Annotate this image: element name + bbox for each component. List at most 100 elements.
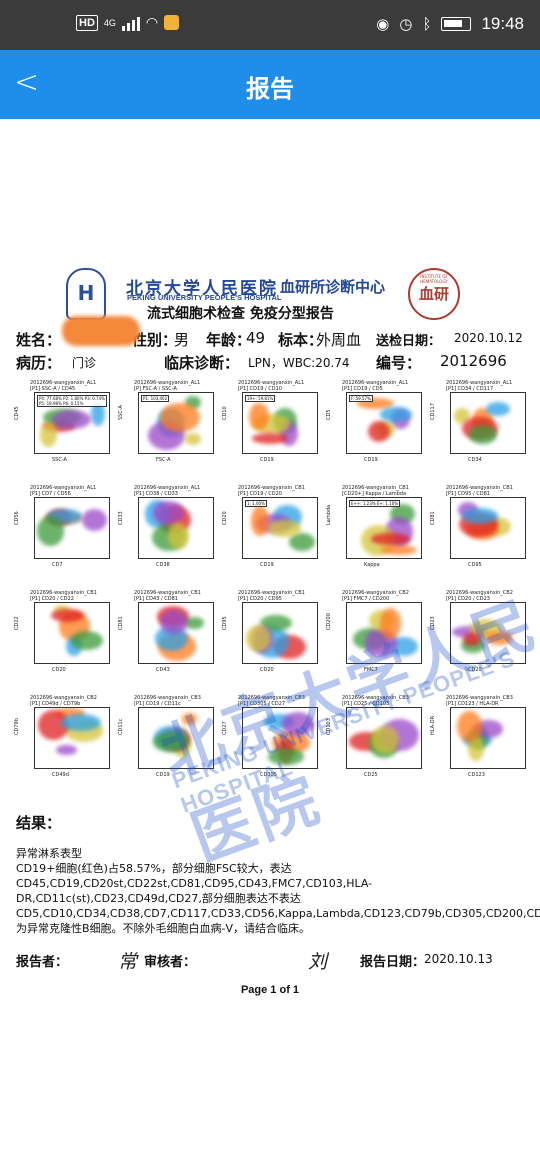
x-axis-label: CD19 (364, 457, 378, 463)
cytometry-plot: 2012696-wangyanxin_CB1 [P1] CD20 / CD95 C… (220, 590, 324, 674)
result-line1: 异常淋系表型 (16, 847, 82, 860)
event-cluster (260, 614, 293, 632)
clock: 19:48 (481, 14, 524, 33)
x-axis-label: FSC-A (156, 457, 171, 463)
plot-title: 2012696-wangyanxin_CB1 [P1] CD19 / CD20 (238, 485, 305, 497)
cytometry-plot: 2012696-wangyanxin_AL1 [P1] CD34 / CD117… (428, 380, 532, 464)
y-axis-label: CD11c (118, 718, 124, 735)
bluetooth-icon: ᛒ (422, 15, 432, 33)
event-cluster (251, 432, 289, 444)
event-cluster (370, 726, 400, 755)
x-axis-label: SSC-A (52, 457, 67, 463)
cytometry-plot: 2012696-wangyanxin_CB1 [P1] CD20 / CD22 C… (12, 590, 116, 674)
event-cluster (267, 520, 302, 537)
record-value: 门诊 (72, 356, 97, 370)
cytometry-plot: 2012696-wangyanxin_CB3 [P1] CD305 / CD27… (220, 695, 324, 779)
cytometry-plot: 2012696-wangyanxin_AL1 [P1] CD38 / CD33 C… (116, 485, 220, 569)
event-cluster (70, 631, 103, 651)
x-axis-label: CD19 (260, 457, 274, 463)
signature-row: 报告者： 常 审核者： 刘 报告日期： 2020.10.13 (16, 951, 540, 975)
y-axis-label: Lambda (326, 504, 332, 525)
number-value: 2012696 (440, 352, 507, 370)
network-indicators: HD 4G ◠ (76, 14, 180, 31)
hospital-name-en: PEKING UNIVERSITY PEOPLE'S HOSPITAL (127, 293, 282, 302)
event-cluster (184, 617, 204, 630)
plot-title: 2012696-wangyanxin_CB1 [P1] CD95 / CD81 (446, 485, 513, 497)
gate-label: E++: 1.23% E+: 1.10% (349, 500, 401, 507)
event-cluster (289, 533, 315, 552)
event-cluster (463, 633, 481, 646)
report-date-value: 2020.10.13 (424, 952, 493, 966)
diagnosis-value: LPN，WBC:20.74 (248, 356, 350, 370)
chevron-left-icon[interactable]: < (14, 65, 40, 100)
y-axis-label: CD45 (14, 406, 20, 420)
sex-value: 男 (174, 331, 190, 349)
cytometry-plot: 2012696-wangyanxin_CB1 [P1] CD43 / CD81 C… (116, 590, 220, 674)
flow-cytometry-plots: 2012696-wangyanxin_AL1 [P1] SSC-A / CD45… (12, 380, 532, 800)
gate-label: P4: 77.68% P2: 1.80% P3: 0.74% P5: 18.98… (37, 395, 107, 407)
plot-axes (138, 707, 214, 769)
event-cluster (182, 712, 197, 726)
plot-title: 2012696-wangyanxin_CB1 [P1] CD43 / CD81 (134, 590, 201, 602)
plot-axes (34, 707, 110, 769)
event-cluster (485, 630, 514, 646)
reviewer-label: 审核者： (144, 955, 197, 970)
cytometry-plot: 2012696-wangyanxin_AL1 [P1] SSC-A / CD45… (12, 380, 116, 464)
plot-title: 2012696-wangyanxin_AL1 [P1] CD19 / CD5 (342, 380, 409, 392)
event-cluster (152, 732, 189, 753)
x-axis-label: FMC7 (364, 667, 378, 673)
x-axis-label: CD25 (364, 772, 378, 778)
y-axis-label: CD81 (118, 616, 124, 630)
event-cluster (245, 624, 271, 652)
plot-title: 2012696-wangyanxin_CB3 [P1] CD25 / CD103 (342, 695, 409, 707)
x-axis-label: CD34 (468, 457, 482, 463)
cytometry-plot: 2012696-wangyanxin_CB3 [P1] CD25 / CD103… (324, 695, 428, 779)
plot-title: 2012696-wangyanxin_CB3 [P1] CD19 / CD11c (134, 695, 201, 707)
plot-axes (34, 497, 110, 559)
status-bar: HD 4G ◠ ◉ ◷ ᛒ 19:48 (0, 0, 540, 50)
x-axis-label: CD49d (52, 772, 69, 778)
result-line2: CD19+细胞(红色)占58.57%，部分细胞FSC较大，表达CD45,CD19… (16, 862, 540, 935)
age-label: 年龄： (206, 331, 252, 349)
y-axis-label: CD103 (326, 718, 332, 735)
y-axis-label: CD22 (14, 616, 20, 630)
y-axis-label: CD20 (222, 511, 228, 525)
cytometry-plot: 2012696-wangyanxin_CB3 [P1] CD19 / CD11c… (116, 695, 220, 779)
y-axis-label: CD10 (222, 406, 228, 420)
plot-title: 2012696-wangyanxin_CB1 [P1] CD20 / CD22 (30, 590, 97, 602)
gate-label: 1: 1.00% (245, 500, 267, 507)
event-cluster (380, 544, 418, 555)
y-axis-label: CD81 (430, 511, 436, 525)
cytometry-plot: 2012696-wangyanxin_CB2 [P1] FMC7 / CD200… (324, 590, 428, 674)
event-cluster (468, 425, 498, 444)
hd-icon: HD (76, 14, 98, 31)
y-axis-label: CD95 (222, 616, 228, 630)
cytometry-plot: 2012696-wangyanxin_CB2 [P1] CD20 / CD23 C… (428, 590, 532, 674)
plot-title: 2012696-wangyanxin_CB1 [CD20+] Kappa / L… (342, 485, 409, 497)
page-number: Page 1 of 1 (240, 984, 300, 996)
y-axis-label: SSC-A (118, 405, 124, 420)
event-cluster (54, 708, 86, 719)
institute-seal-icon: INSTITUTE OF HEMATOLOGY 血研 (408, 268, 460, 320)
sex-label: 性别： (132, 331, 178, 349)
patient-info-row1: 姓名： 性别： 男 年龄： 49 标本： 外周血 送检日期： 2020.10.1… (16, 329, 540, 351)
plot-axes: 19+: 59.81% (242, 392, 318, 454)
event-cluster (39, 421, 58, 447)
plot-title: 2012696-wangyanxin_CB3 [P1] CD123 / HLA-… (446, 695, 513, 707)
x-axis-label: CD20 (468, 667, 482, 673)
plot-title: 2012696-wangyanxin_AL1 [P1] SSC-A / CD45 (30, 380, 97, 392)
plot-axes (346, 602, 422, 664)
hospital-name-cn: 北京大学人民医院 (126, 279, 278, 299)
plot-axes: E++: 1.23% E+: 1.10% (346, 497, 422, 559)
plot-axes (138, 497, 214, 559)
gate-label: F: 59.57% (349, 395, 373, 402)
x-axis-label: Kappa (364, 562, 380, 568)
x-axis-label: CD95 (468, 562, 482, 568)
plot-title: 2012696-wangyanxin_CB2 [P1] FMC7 / CD200 (342, 590, 409, 602)
reporter-label: 报告者： (16, 955, 69, 970)
plot-axes (242, 602, 318, 664)
x-axis-label: CD123 (468, 772, 485, 778)
event-cluster (462, 508, 499, 524)
number-label: 编号： (376, 354, 422, 372)
event-cluster (36, 516, 65, 547)
